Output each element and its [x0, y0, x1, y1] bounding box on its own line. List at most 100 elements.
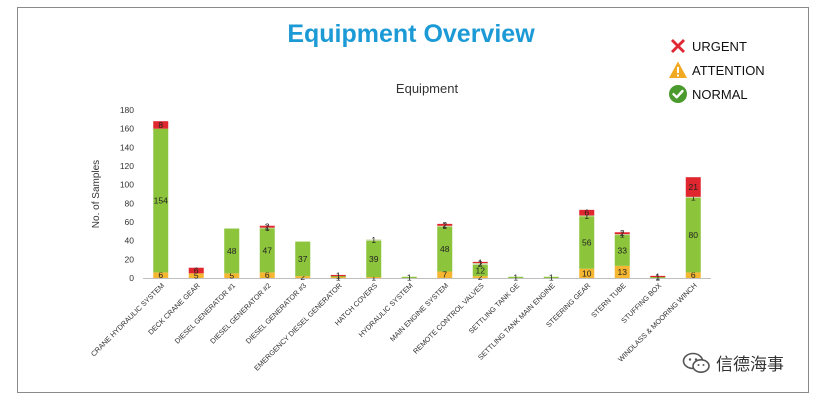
data-label: 13	[618, 267, 628, 277]
data-label: 1	[336, 273, 341, 283]
legend-item-normal: NORMAL	[668, 82, 765, 106]
bar-segment	[685, 272, 701, 278]
x-tick-label: DIESEL GENERATOR #1	[173, 281, 237, 345]
bar-segment	[259, 272, 275, 278]
bar-segment	[685, 196, 701, 198]
bar-segment	[259, 225, 275, 228]
data-label: 2	[620, 228, 625, 238]
data-label: 2	[478, 272, 483, 282]
bar-segment	[614, 232, 630, 235]
y-tick-label: 60	[125, 217, 135, 227]
data-label: 1	[371, 235, 376, 245]
y-tick-label: 160	[120, 124, 134, 134]
data-label: 12	[476, 266, 486, 276]
bar-segment	[685, 177, 701, 197]
data-label: 37	[298, 254, 308, 264]
x-icon	[671, 39, 685, 53]
data-label: 1	[584, 211, 589, 221]
y-tick-label: 100	[120, 180, 134, 190]
bar-segment	[366, 240, 382, 278]
data-label: 48	[440, 244, 450, 254]
data-label: 6	[265, 270, 270, 280]
watermark: 信德海事	[682, 350, 784, 375]
bar-segment	[259, 228, 275, 273]
legend-label-urgent: URGENT	[692, 38, 747, 54]
watermark-text: 信德海事	[716, 355, 784, 375]
status-legend: URGENT ATTENTION NORMAL	[668, 34, 765, 106]
bar-segment	[472, 261, 488, 264]
x-tick-label: STERN TUBE	[589, 281, 628, 320]
y-tick-label: 40	[125, 236, 135, 246]
data-label: 39	[369, 254, 379, 264]
bar-segment	[543, 276, 559, 278]
data-label: 1	[371, 273, 376, 283]
data-label: 6	[691, 270, 696, 280]
x-tick-label: CRANE HYDRAULIC SYSTEM	[89, 281, 166, 358]
bar-segment	[295, 276, 311, 278]
bar-segment	[650, 275, 666, 278]
data-label: 48	[227, 246, 237, 256]
bar-segment	[153, 121, 169, 129]
data-label: 6	[158, 270, 163, 280]
bar-segment	[685, 197, 701, 273]
bar-segment	[366, 276, 382, 278]
y-tick-label: 140	[120, 142, 134, 152]
x-tick-label: DIESEL GENERATOR #2	[208, 281, 272, 345]
bar-segment	[614, 265, 630, 278]
bar-segment	[614, 235, 630, 266]
data-label: 1	[513, 273, 518, 283]
bar-segment	[472, 263, 488, 265]
data-label: 1	[655, 272, 660, 282]
bar-segment	[437, 271, 453, 278]
bar-segment	[330, 276, 346, 278]
bar-segment	[579, 215, 595, 217]
data-label: 2	[265, 222, 270, 232]
data-label: 1	[336, 271, 341, 281]
legend-item-attention: ATTENTION	[668, 58, 765, 82]
data-label: 2	[442, 220, 447, 230]
bar-segment	[579, 268, 595, 278]
data-label: 10	[582, 268, 592, 278]
bar-segment	[224, 273, 240, 278]
bar-segment	[259, 227, 275, 229]
bar-segment	[330, 275, 346, 278]
x-tick-label: MAIN ENGINE SYSTEM	[388, 281, 450, 343]
bar-segment	[153, 272, 169, 278]
bar-segment	[366, 239, 382, 241]
bar-segment	[472, 276, 488, 278]
bar-segment	[508, 276, 524, 278]
data-label: 80	[689, 230, 699, 240]
data-label: 6	[584, 208, 589, 218]
bar-segment	[650, 276, 666, 278]
data-label: 154	[154, 196, 168, 206]
data-label: 5	[194, 271, 199, 281]
data-label: 21	[689, 182, 699, 192]
page-title: Equipment Overview	[287, 20, 535, 48]
y-tick-label: 180	[120, 105, 134, 115]
data-label: 56	[582, 238, 592, 248]
data-label: 1	[655, 273, 660, 283]
data-label: 2	[300, 272, 305, 282]
legend-label-attention: ATTENTION	[692, 62, 765, 78]
bar-segment	[401, 276, 417, 278]
y-tick-label: 80	[125, 198, 135, 208]
legend-label-normal: NORMAL	[692, 86, 748, 102]
y-axis-label: No. of Samples	[91, 160, 102, 228]
bar-segment	[295, 241, 311, 277]
bar-segment	[188, 273, 204, 278]
y-tick-label: 0	[129, 273, 134, 283]
warning-triangle-icon	[669, 61, 687, 78]
bar-segment	[579, 209, 595, 216]
bar-segment	[330, 274, 346, 277]
wechat-icon	[682, 352, 710, 373]
data-label: 2	[478, 259, 483, 269]
x-tick-label: REMOTE CONTROL VALVES	[411, 281, 486, 356]
bar-segment	[153, 128, 169, 273]
bar-segment	[437, 225, 453, 227]
data-label: 1	[478, 258, 483, 268]
data-label: 1	[620, 230, 625, 240]
data-label: 1	[549, 273, 554, 283]
data-label: 1	[265, 223, 270, 233]
legend-item-urgent: URGENT	[668, 34, 765, 58]
